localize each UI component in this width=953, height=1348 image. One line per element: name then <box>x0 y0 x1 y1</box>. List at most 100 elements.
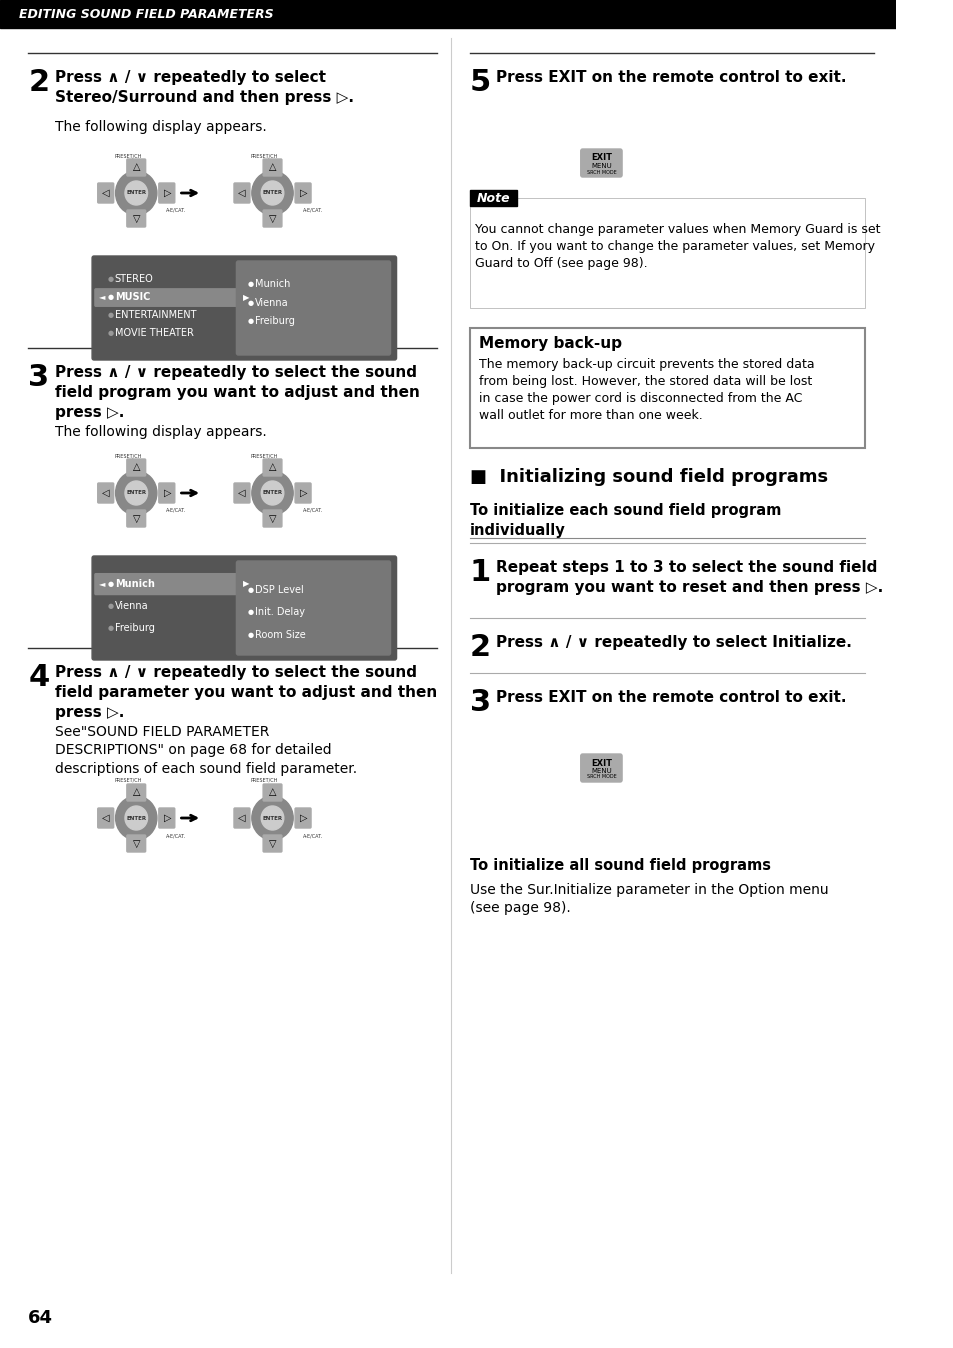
Text: 2: 2 <box>470 634 491 662</box>
FancyBboxPatch shape <box>97 483 113 503</box>
Text: ◁: ◁ <box>237 488 245 497</box>
Text: 64: 64 <box>29 1309 53 1326</box>
FancyBboxPatch shape <box>94 288 237 306</box>
Text: MENU: MENU <box>591 163 611 168</box>
Text: ◁: ◁ <box>101 187 109 198</box>
Text: Repeat steps 1 to 3 to select the sound field
program you want to reset and then: Repeat steps 1 to 3 to select the sound … <box>496 559 882 594</box>
Circle shape <box>261 481 283 506</box>
Text: ◄: ◄ <box>98 293 105 302</box>
Text: 4: 4 <box>29 663 50 692</box>
Text: △: △ <box>269 162 276 173</box>
Text: 3: 3 <box>470 687 491 717</box>
FancyBboxPatch shape <box>233 807 250 828</box>
Text: ENTERTAINMENT: ENTERTAINMENT <box>114 310 196 321</box>
Text: ▶: ▶ <box>243 293 250 302</box>
Text: Vienna: Vienna <box>255 298 289 307</box>
Text: PRESET/CH: PRESET/CH <box>114 778 141 783</box>
Text: 1: 1 <box>470 558 491 586</box>
Text: PRESET/CH: PRESET/CH <box>114 453 141 458</box>
Text: PRESET/CH: PRESET/CH <box>250 778 277 783</box>
FancyBboxPatch shape <box>233 483 250 503</box>
Text: ▶: ▶ <box>243 580 250 588</box>
Text: ●: ● <box>248 632 253 638</box>
Text: PRESET/CH: PRESET/CH <box>250 154 277 158</box>
FancyBboxPatch shape <box>92 256 396 360</box>
Text: ●: ● <box>248 282 253 287</box>
FancyBboxPatch shape <box>294 183 311 204</box>
Text: △: △ <box>132 462 140 472</box>
Text: SRCH MODE: SRCH MODE <box>586 170 616 174</box>
Circle shape <box>252 171 293 214</box>
Bar <box>470 190 517 206</box>
FancyBboxPatch shape <box>294 807 311 828</box>
Text: ▽: ▽ <box>132 214 140 224</box>
Text: Press ∧ / ∨ repeatedly to select the sound
field program you want to adjust and : Press ∧ / ∨ repeatedly to select the sou… <box>54 365 419 419</box>
Text: ●: ● <box>248 588 253 593</box>
Text: ▽: ▽ <box>132 514 140 524</box>
Text: MOVIE THEATER: MOVIE THEATER <box>114 329 193 338</box>
Text: 5: 5 <box>470 67 491 97</box>
FancyBboxPatch shape <box>97 183 113 204</box>
Text: △: △ <box>269 462 276 472</box>
Text: Freiburg: Freiburg <box>114 623 154 634</box>
Bar <box>0 0 896 28</box>
Text: SRCH MODE: SRCH MODE <box>586 775 616 779</box>
FancyBboxPatch shape <box>127 510 146 527</box>
Text: Munich: Munich <box>255 279 291 290</box>
FancyBboxPatch shape <box>127 210 146 226</box>
Text: ●: ● <box>107 330 113 337</box>
Text: ■  Initializing sound field programs: ■ Initializing sound field programs <box>470 468 827 487</box>
Circle shape <box>125 806 148 830</box>
Bar <box>470 198 863 307</box>
FancyBboxPatch shape <box>127 834 146 852</box>
FancyBboxPatch shape <box>263 834 282 852</box>
Text: ●: ● <box>107 581 113 586</box>
Text: A-E/CAT.: A-E/CAT. <box>166 833 186 838</box>
Text: A-E/CAT.: A-E/CAT. <box>166 208 186 213</box>
Text: Press ∧ / ∨ repeatedly to select Initialize.: Press ∧ / ∨ repeatedly to select Initial… <box>496 635 851 650</box>
Text: ●: ● <box>107 603 113 609</box>
Bar <box>470 328 863 448</box>
Text: PRESET/CH: PRESET/CH <box>114 154 141 158</box>
FancyBboxPatch shape <box>127 159 146 177</box>
Text: ▷: ▷ <box>299 488 307 497</box>
Text: ◁: ◁ <box>237 813 245 824</box>
Text: Press ∧ / ∨ repeatedly to select
Stereo/Surround and then press ▷.: Press ∧ / ∨ repeatedly to select Stereo/… <box>54 70 354 105</box>
Text: ●: ● <box>248 318 253 324</box>
Text: ▽: ▽ <box>269 838 276 849</box>
Text: ENTER: ENTER <box>126 816 146 821</box>
Text: ▷: ▷ <box>299 187 307 198</box>
Text: The memory back-up circuit prevents the stored data
from being lost. However, th: The memory back-up circuit prevents the … <box>478 359 814 422</box>
Text: ●: ● <box>107 625 113 631</box>
Text: ▷: ▷ <box>163 813 171 824</box>
Text: A-E/CAT.: A-E/CAT. <box>302 833 322 838</box>
Text: You cannot change parameter values when Memory Guard is set
to On. If you want t: You cannot change parameter values when … <box>474 222 879 270</box>
Text: Press EXIT on the remote control to exit.: Press EXIT on the remote control to exit… <box>496 70 845 85</box>
Text: ▽: ▽ <box>269 514 276 524</box>
Text: ▷: ▷ <box>299 813 307 824</box>
Text: ▽: ▽ <box>132 838 140 849</box>
Text: ▽: ▽ <box>269 214 276 224</box>
Text: ENTER: ENTER <box>262 190 282 195</box>
FancyBboxPatch shape <box>158 807 174 828</box>
Text: Freiburg: Freiburg <box>255 315 294 326</box>
FancyBboxPatch shape <box>236 262 390 355</box>
FancyBboxPatch shape <box>92 555 396 661</box>
Text: ◁: ◁ <box>237 187 245 198</box>
Text: ENTER: ENTER <box>126 190 146 195</box>
Text: A-E/CAT.: A-E/CAT. <box>302 208 322 213</box>
Text: DSP Level: DSP Level <box>255 585 304 596</box>
Circle shape <box>252 470 293 515</box>
Text: ●: ● <box>107 313 113 318</box>
Text: ●: ● <box>248 299 253 306</box>
Text: ▷: ▷ <box>163 187 171 198</box>
Text: EXIT: EXIT <box>590 154 611 163</box>
Text: The following display appears.: The following display appears. <box>54 425 266 439</box>
Text: To initialize each sound field program
individually: To initialize each sound field program i… <box>470 503 781 538</box>
Circle shape <box>115 171 156 214</box>
Text: Press ∧ / ∨ repeatedly to select the sound
field parameter you want to adjust an: Press ∧ / ∨ repeatedly to select the sou… <box>54 665 436 720</box>
Text: Press EXIT on the remote control to exit.: Press EXIT on the remote control to exit… <box>496 690 845 705</box>
FancyBboxPatch shape <box>236 561 390 655</box>
Text: △: △ <box>132 787 140 797</box>
Text: ◁: ◁ <box>101 488 109 497</box>
